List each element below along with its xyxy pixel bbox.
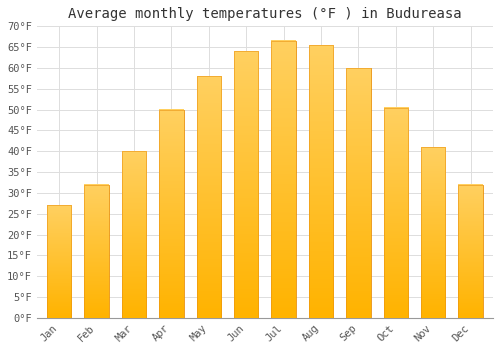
- Bar: [84, 184, 109, 318]
- Bar: [421, 147, 446, 318]
- Bar: [458, 184, 483, 318]
- Title: Average monthly temperatures (°F ) in Budureasa: Average monthly temperatures (°F ) in Bu…: [68, 7, 462, 21]
- Bar: [84, 184, 109, 318]
- Bar: [160, 110, 184, 318]
- Bar: [272, 41, 296, 318]
- Bar: [234, 51, 258, 318]
- Bar: [384, 107, 408, 318]
- Bar: [346, 68, 370, 318]
- Bar: [421, 147, 446, 318]
- Bar: [47, 205, 72, 318]
- Bar: [309, 45, 333, 318]
- Bar: [309, 45, 333, 318]
- Bar: [272, 41, 296, 318]
- Bar: [160, 110, 184, 318]
- Bar: [196, 76, 221, 318]
- Bar: [122, 151, 146, 318]
- Bar: [234, 51, 258, 318]
- Bar: [346, 68, 370, 318]
- Bar: [122, 151, 146, 318]
- Bar: [47, 205, 72, 318]
- Bar: [458, 184, 483, 318]
- Bar: [196, 76, 221, 318]
- Bar: [384, 107, 408, 318]
